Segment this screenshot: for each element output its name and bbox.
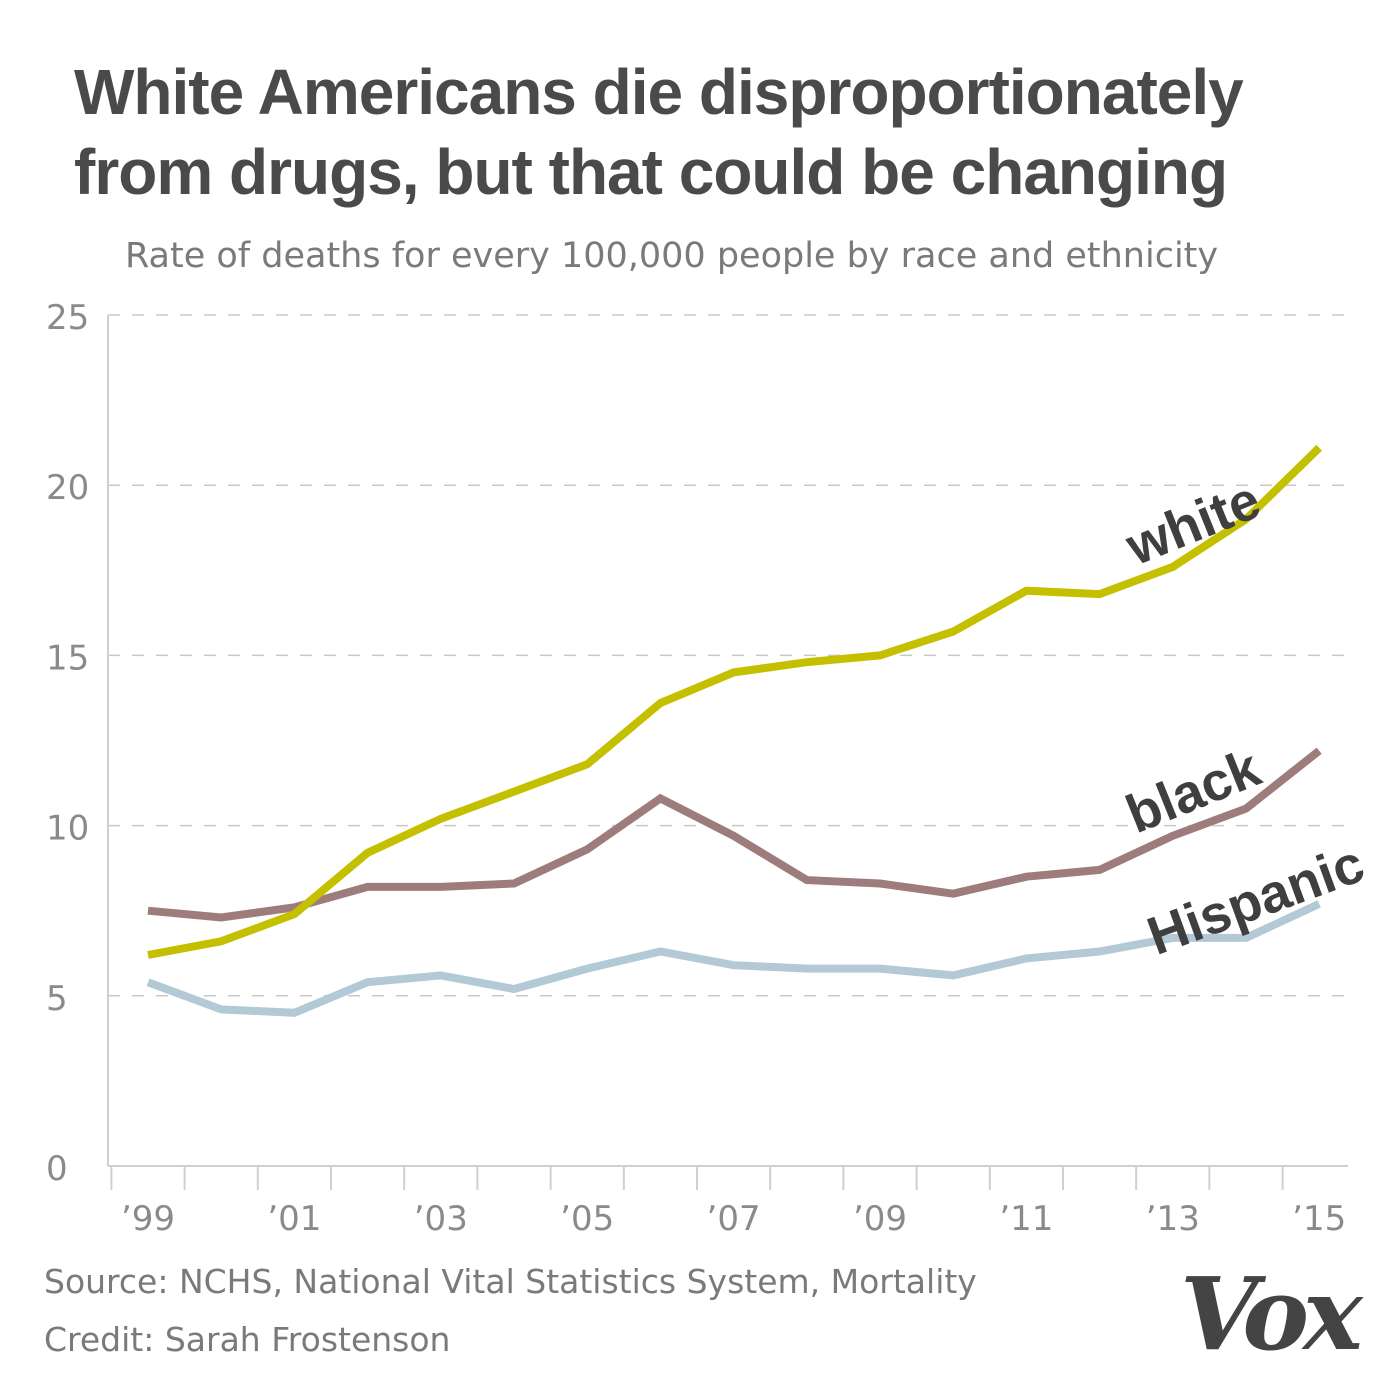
x-tick-label: ’07 bbox=[707, 1199, 761, 1239]
x-tick-label: ’99 bbox=[121, 1199, 175, 1239]
y-tick-label: 5 bbox=[46, 979, 68, 1019]
series-line-black bbox=[147, 747, 1322, 922]
y-tick-label: 20 bbox=[46, 468, 89, 508]
series-line-hispanic bbox=[146, 900, 1321, 1017]
credit-note: Credit: Sarah Frostenson bbox=[44, 1320, 451, 1359]
x-tick-label: ’11 bbox=[999, 1199, 1053, 1239]
series-line-white bbox=[147, 444, 1322, 959]
vox-logo: Vox bbox=[1180, 1255, 1363, 1373]
y-tick-label: 25 bbox=[46, 298, 89, 338]
y-tick-label: 10 bbox=[46, 809, 89, 849]
x-tick-label: ’13 bbox=[1146, 1199, 1200, 1239]
y-tick-label: 15 bbox=[46, 638, 89, 678]
source-note: Source: NCHS, National Vital Statistics … bbox=[44, 1262, 977, 1301]
chart-subtitle: Rate of deaths for every 100,000 people … bbox=[125, 236, 1219, 276]
series-label-hispanic: Hispanic bbox=[1140, 833, 1372, 966]
chart-title: White Americans die disproportionately f… bbox=[74, 56, 1244, 208]
x-tick-label: ’09 bbox=[853, 1199, 907, 1239]
x-tick-label: ’15 bbox=[1292, 1199, 1346, 1239]
x-tick-label: ’05 bbox=[560, 1199, 614, 1239]
y-tick-label: 0 bbox=[46, 1149, 68, 1189]
x-tick-label: ’01 bbox=[267, 1199, 321, 1239]
x-tick-label: ’03 bbox=[414, 1199, 468, 1239]
